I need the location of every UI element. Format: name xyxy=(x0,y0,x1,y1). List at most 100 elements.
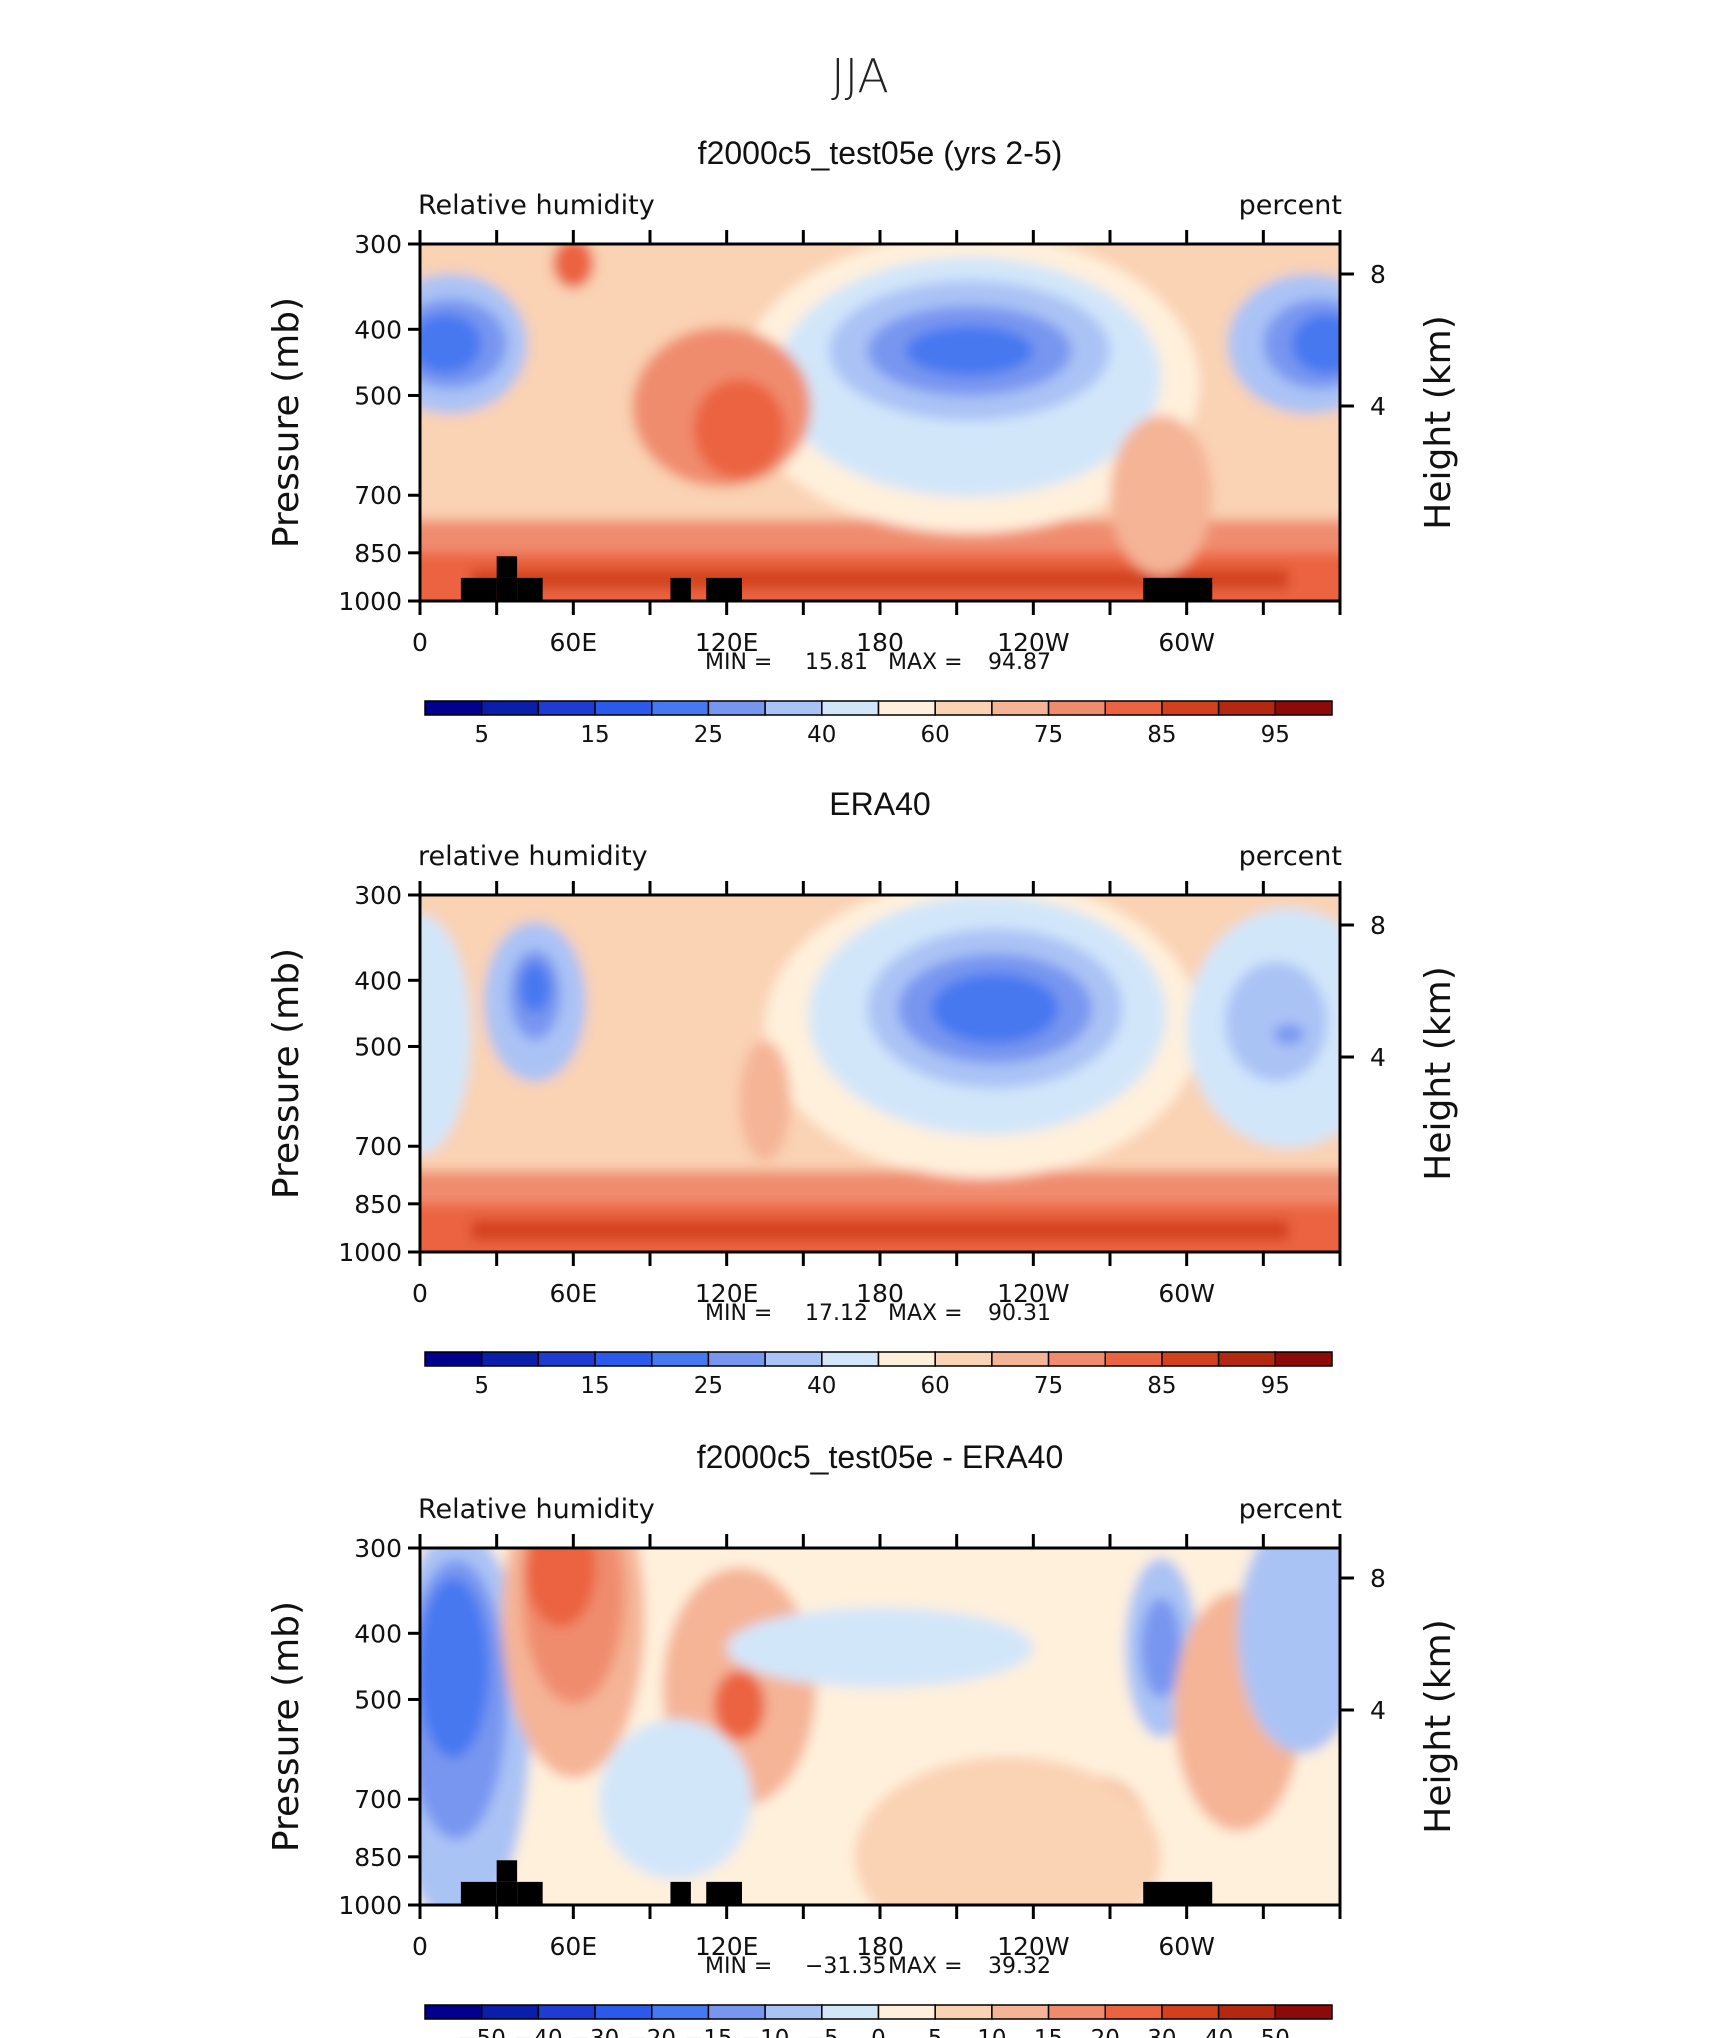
colorbar-swatch xyxy=(707,2004,766,2020)
x-tick-label: 180 xyxy=(856,1932,904,1961)
stat-max-label: MAX = xyxy=(888,650,963,675)
x-tick-label: 60E xyxy=(550,628,598,657)
topography-block xyxy=(706,1881,742,1905)
colorbar-swatch xyxy=(934,1351,993,1367)
colorbar-label: 95 xyxy=(1261,722,1290,748)
stat-max-value: 90.31 xyxy=(988,1301,1051,1326)
colorbar-label: 40 xyxy=(807,722,836,748)
x-tick-label: 180 xyxy=(856,1279,904,1308)
stat-min-value: 17.12 xyxy=(805,1301,868,1326)
colorbar: −50−40−30−20−15−10−505101520304050 xyxy=(424,2004,1333,2038)
y-tick-label: 400 xyxy=(354,966,402,995)
contour-region xyxy=(1291,313,1340,374)
colorbar-swatch xyxy=(1217,2004,1277,2020)
x-tick-label: 180 xyxy=(856,628,904,657)
colorbar-swatch xyxy=(934,700,993,716)
x-tick-label: 120W xyxy=(997,1279,1069,1308)
topography-block xyxy=(670,1881,691,1905)
units-label: percent xyxy=(1239,1494,1342,1525)
panel-1: f2000c5_test05e (yrs 2-5) Relative humidi… xyxy=(266,135,1459,748)
stat-min-label: MIN = xyxy=(705,1954,772,1979)
colorbar-swatch xyxy=(537,2004,596,2020)
colorbar-swatch xyxy=(1104,1351,1163,1367)
contour-fills xyxy=(420,895,1340,1252)
stat-min-value: 15.81 xyxy=(805,650,868,675)
colorbar-swatch xyxy=(1047,2004,1106,2020)
contour-field xyxy=(420,1548,1340,1905)
colorbar-label: −10 xyxy=(741,2026,790,2038)
colorbar-label: 40 xyxy=(1204,2026,1233,2038)
colorbar-label: 10 xyxy=(977,2026,1006,2038)
contour-region xyxy=(739,1040,791,1161)
y-tick-label-right: 4 xyxy=(1370,1043,1386,1072)
topography-block xyxy=(517,577,543,601)
y-tick-label: 1000 xyxy=(338,587,402,616)
y-tick-label: 400 xyxy=(354,1619,402,1648)
colorbar-label: 5 xyxy=(928,2026,943,2038)
colorbar-label: 5 xyxy=(474,722,489,748)
units-label: percent xyxy=(1239,190,1342,221)
contour-region xyxy=(598,1719,753,1880)
colorbar-label: 30 xyxy=(1147,2026,1176,2038)
colorbar-label: 95 xyxy=(1261,1373,1290,1399)
y-axis-title: Pressure (mb) xyxy=(266,948,307,1199)
colorbar-label: 5 xyxy=(474,1373,489,1399)
colorbar-swatch xyxy=(651,2004,710,2020)
y-axis-title-right: Height (km) xyxy=(1418,1619,1459,1833)
colorbar-swatch xyxy=(480,700,540,716)
variable-label: Relative humidity xyxy=(418,190,655,221)
colorbar-label: 50 xyxy=(1261,2026,1290,2038)
topography-block xyxy=(1143,1881,1213,1905)
contour-band xyxy=(471,1220,1289,1240)
y-tick-label-right: 4 xyxy=(1370,392,1386,421)
colorbar-swatch xyxy=(424,700,483,716)
colorbar-swatch xyxy=(991,700,1050,716)
colorbar-swatch xyxy=(1104,700,1163,716)
y-tick-label: 700 xyxy=(354,1132,402,1161)
colorbar-swatch xyxy=(1217,1351,1277,1367)
colorbar-swatch xyxy=(764,1351,823,1367)
colorbar-swatch xyxy=(480,2004,540,2020)
topography-block xyxy=(670,577,691,601)
contour-region xyxy=(726,1607,1034,1688)
y-tick-label: 400 xyxy=(354,315,402,344)
y-tick-label-right: 8 xyxy=(1370,911,1386,940)
colorbar-swatch xyxy=(1274,700,1333,716)
colorbar-swatch xyxy=(480,1351,540,1367)
colorbar-swatch xyxy=(764,2004,823,2020)
colorbar-label: −50 xyxy=(457,2026,506,2038)
x-tick-label: 60W xyxy=(1158,628,1215,657)
contour-region xyxy=(905,325,1034,376)
colorbar-label: 25 xyxy=(694,1373,723,1399)
contour-fills xyxy=(420,244,1340,601)
colorbar: 5 15 25 40 60 75 85 95 xyxy=(424,1351,1333,1399)
stat-max-value: 94.87 xyxy=(988,650,1051,675)
colorbar-swatch xyxy=(651,1351,710,1367)
stat-max-value: 39.32 xyxy=(988,1954,1051,1979)
colorbar-swatch xyxy=(594,1351,653,1367)
panel-title: f2000c5_test05e (yrs 2-5) xyxy=(698,135,1063,171)
colorbar-label: −5 xyxy=(805,2026,839,2038)
contour-field xyxy=(420,244,1340,601)
topography xyxy=(460,556,1213,601)
y-axis-title: Pressure (mb) xyxy=(266,1601,307,1852)
colorbar-label: 85 xyxy=(1147,722,1176,748)
colorbar-swatch xyxy=(877,700,936,716)
x-tick-label: 60W xyxy=(1158,1279,1215,1308)
colorbar-swatch xyxy=(537,700,596,716)
y-axis-title: Pressure (mb) xyxy=(266,297,307,548)
x-tick-label: 60E xyxy=(550,1279,598,1308)
contour-field xyxy=(420,895,1340,1252)
x-tick-label: 120W xyxy=(997,628,1069,657)
y-tick-label-right: 8 xyxy=(1370,1564,1386,1593)
topography-block xyxy=(460,1881,497,1905)
x-tick-label: 0 xyxy=(412,1279,428,1308)
colorbar-swatch xyxy=(1161,1351,1220,1367)
colorbar-label: 15 xyxy=(1034,2026,1063,2038)
y-tick-label: 300 xyxy=(354,230,402,259)
y-tick-label: 300 xyxy=(354,881,402,910)
colorbar-swatch xyxy=(424,1351,483,1367)
colorbar-swatch xyxy=(1047,1351,1106,1367)
variable-label: relative humidity xyxy=(418,841,648,872)
topography-block xyxy=(1143,577,1213,601)
